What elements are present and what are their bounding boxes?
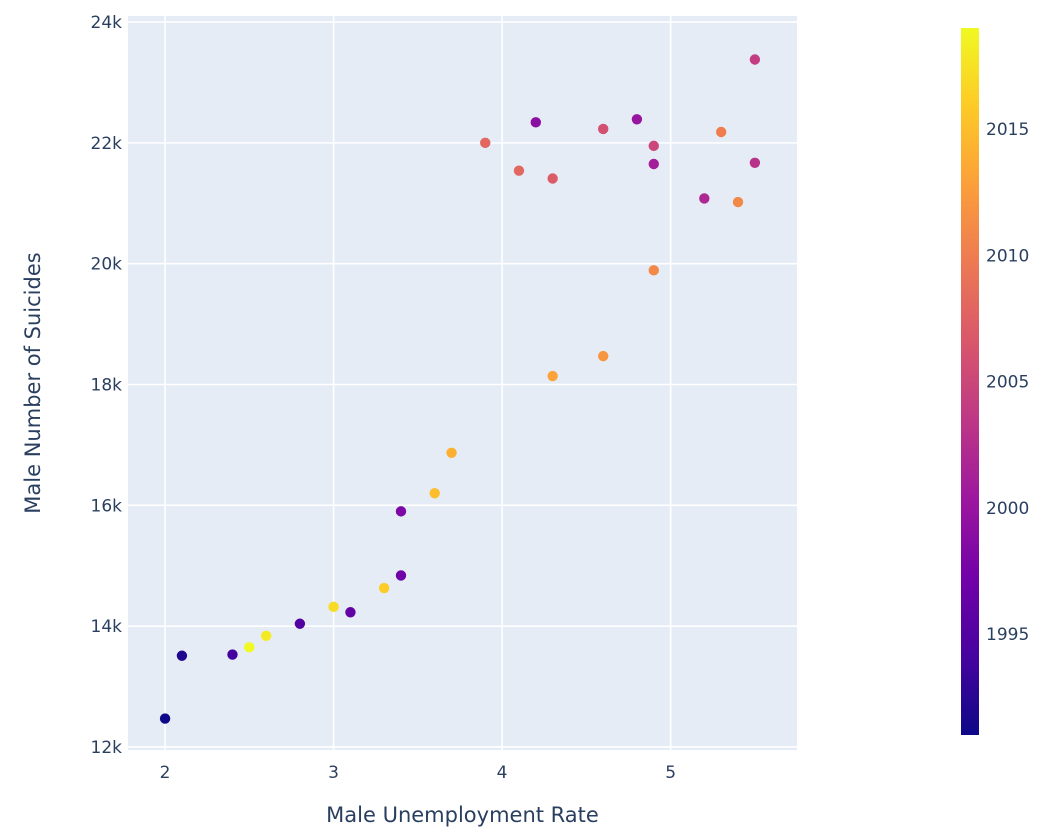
- colorbar-tick-label: 2005: [986, 373, 1029, 393]
- data-point[interactable]: [244, 642, 255, 653]
- data-point[interactable]: [631, 114, 643, 125]
- y-axis-title: Male Number of Suicides: [21, 252, 45, 513]
- data-point[interactable]: [749, 54, 761, 65]
- data-point[interactable]: [715, 126, 727, 138]
- gridlines: [128, 16, 797, 750]
- data-point[interactable]: [260, 630, 272, 642]
- y-tick-label: 14k: [91, 617, 123, 637]
- x-tick-label: 3: [328, 763, 339, 783]
- y-tick-label: 12k: [91, 738, 123, 758]
- data-point[interactable]: [547, 370, 558, 382]
- y-axis-ticks: 12k 14k 16k 18k 20k 22k 24k: [91, 13, 123, 758]
- data-point[interactable]: [547, 173, 558, 184]
- data-points[interactable]: [159, 54, 761, 724]
- data-point[interactable]: [429, 488, 440, 499]
- data-point[interactable]: [732, 196, 744, 208]
- x-tick-label: 4: [497, 763, 508, 783]
- data-point[interactable]: [227, 649, 238, 660]
- y-tick-label: 22k: [91, 134, 123, 154]
- colorbar-tick-label: 2015: [986, 120, 1029, 140]
- colorbar-ticks: 1995 2000 2005 2010 2015: [986, 120, 1029, 645]
- data-point[interactable]: [648, 158, 659, 170]
- data-point[interactable]: [345, 607, 356, 618]
- x-axis-title: Male Unemployment Rate: [326, 803, 599, 827]
- y-tick-label: 24k: [91, 13, 123, 33]
- data-point[interactable]: [378, 582, 390, 594]
- data-point[interactable]: [513, 165, 525, 176]
- colorbar: [961, 28, 979, 735]
- colorbar-tick-label: 2000: [986, 499, 1029, 519]
- y-tick-label: 16k: [91, 496, 123, 516]
- data-point[interactable]: [530, 117, 542, 128]
- data-point[interactable]: [648, 140, 659, 152]
- x-tick-label: 2: [160, 763, 171, 783]
- data-point[interactable]: [480, 137, 491, 149]
- data-point[interactable]: [598, 350, 609, 362]
- y-tick-label: 20k: [91, 255, 123, 275]
- colorbar-tick-label: 2010: [986, 246, 1029, 266]
- data-point[interactable]: [699, 193, 710, 204]
- data-point[interactable]: [749, 157, 761, 168]
- data-point[interactable]: [176, 650, 188, 661]
- y-tick-label: 18k: [91, 376, 123, 396]
- x-tick-label: 5: [665, 763, 676, 783]
- data-point[interactable]: [648, 265, 659, 276]
- data-point[interactable]: [395, 570, 407, 581]
- data-point[interactable]: [395, 506, 407, 517]
- data-point[interactable]: [159, 713, 171, 724]
- data-point[interactable]: [328, 601, 339, 613]
- colorbar-tick-label: 1995: [986, 625, 1029, 645]
- data-point[interactable]: [598, 123, 609, 135]
- data-point[interactable]: [446, 447, 457, 458]
- data-point[interactable]: [294, 618, 306, 629]
- plot-background: [128, 16, 797, 750]
- x-axis-ticks: 2 3 4 5: [160, 763, 676, 783]
